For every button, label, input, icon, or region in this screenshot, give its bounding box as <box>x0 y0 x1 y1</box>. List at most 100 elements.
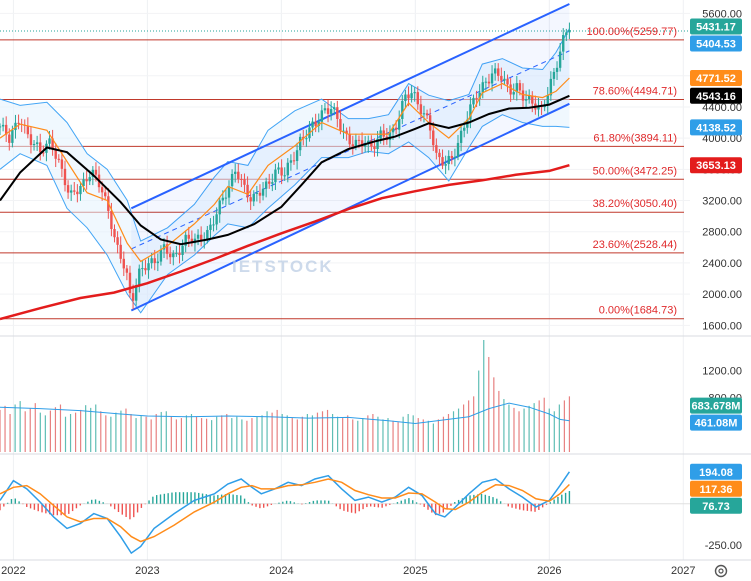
channel-upper-line <box>130 3 570 210</box>
candle-body <box>456 142 460 157</box>
price-axis-label: 2800.00 <box>702 227 742 239</box>
price-axis-label: 5600.00 <box>702 8 742 20</box>
candle-body <box>531 95 534 104</box>
channel-fill <box>131 4 570 311</box>
candle-body <box>481 82 484 93</box>
candle-body <box>14 122 17 131</box>
candle-body <box>227 186 231 198</box>
bollinger-lower-line <box>0 114 570 314</box>
candle-body <box>280 167 283 176</box>
value-tag <box>690 463 742 480</box>
candle-body <box>388 132 392 141</box>
candle-body <box>453 156 457 159</box>
value-tag-text: 4138.52 <box>696 122 736 134</box>
volume-panel <box>0 340 571 452</box>
candle-body <box>497 68 500 76</box>
candle-body <box>546 95 549 106</box>
candle-body <box>264 181 268 189</box>
candle-body <box>11 130 14 143</box>
candle-body <box>444 164 447 166</box>
value-tag <box>690 119 742 136</box>
candle-body <box>342 130 345 132</box>
candle-body <box>116 237 119 245</box>
volume-ma-line <box>0 402 570 425</box>
candle-body <box>425 113 429 116</box>
fib-level-label: 100.00%(5259.77) <box>586 26 677 38</box>
candle-body <box>435 145 438 153</box>
candle-body <box>345 130 348 134</box>
candle-body <box>419 104 423 115</box>
macd-line <box>0 471 571 555</box>
candle-body <box>447 155 450 165</box>
candle-body <box>271 182 274 184</box>
candle-body <box>407 94 410 99</box>
candle-body <box>527 95 531 100</box>
candle-body <box>39 142 42 153</box>
candle-body <box>261 188 265 196</box>
settings-icon[interactable] <box>714 564 728 578</box>
value-tag-text: 3653.13 <box>696 160 736 172</box>
candle-body <box>413 92 416 94</box>
fib-level-label: 38.20%(3050.40) <box>593 198 677 210</box>
volume-axis-label: 1200.00 <box>702 366 742 378</box>
value-tag <box>690 414 742 431</box>
candle-body <box>73 190 76 192</box>
ma200-line <box>0 163 570 321</box>
candle-body <box>537 106 540 110</box>
candle-body <box>363 144 367 147</box>
candle-body <box>240 178 243 180</box>
candle-body <box>119 244 122 259</box>
candle-body <box>509 84 512 95</box>
candle-body <box>175 253 178 255</box>
candle-body <box>503 78 506 81</box>
candle-body <box>506 78 509 85</box>
candle-body <box>562 35 565 52</box>
time-axis-label: 2025 <box>403 565 427 577</box>
value-tag <box>690 480 742 497</box>
candle-body <box>277 167 280 170</box>
value-tag-text: 194.08 <box>699 467 733 479</box>
price-axis-label: 4000.00 <box>702 133 742 145</box>
fib-level-label: 78.60%(4494.71) <box>593 86 677 98</box>
candle-body <box>156 261 160 264</box>
candle-body <box>131 293 135 301</box>
candle-body <box>283 175 286 177</box>
candle-body <box>94 169 98 175</box>
candle-body <box>326 108 330 114</box>
fib-level-label: 23.60%(2528.44) <box>593 239 677 251</box>
fib-level-label: 61.80%(3894.11) <box>593 132 677 144</box>
value-tag-text: 461.08M <box>695 418 738 430</box>
candle-body <box>373 146 376 150</box>
macd-signal-line <box>0 478 570 543</box>
candle-body <box>76 191 79 195</box>
candle-body <box>162 244 166 250</box>
candle-body <box>29 134 33 145</box>
candle-body <box>314 121 317 126</box>
candle-body <box>249 197 252 202</box>
candle-body <box>552 71 556 79</box>
value-tag-text: 683.678M <box>692 401 741 413</box>
candle-body <box>401 100 404 119</box>
candle-body <box>221 197 225 201</box>
candle-body <box>493 68 497 74</box>
candle-body <box>490 73 494 84</box>
candle-body <box>422 113 426 115</box>
candle-body <box>391 127 395 133</box>
candle-body <box>54 149 57 159</box>
macd-axis-label: -250.00 <box>705 540 742 552</box>
price-candles <box>0 22 571 310</box>
candle-body <box>0 126 2 128</box>
candle-body <box>63 168 67 186</box>
candle-body <box>382 130 385 137</box>
candle-body <box>416 92 419 105</box>
candle-body <box>305 138 308 140</box>
price-axis-label: 2000.00 <box>702 289 742 301</box>
candle-body <box>568 30 571 33</box>
candle-body <box>500 75 503 81</box>
candle-body <box>237 171 240 179</box>
candle-body <box>32 144 36 146</box>
candle-body <box>104 192 107 197</box>
candle-body <box>60 159 64 169</box>
value-tag-text: 4771.52 <box>696 73 736 85</box>
candle-body <box>354 139 358 147</box>
